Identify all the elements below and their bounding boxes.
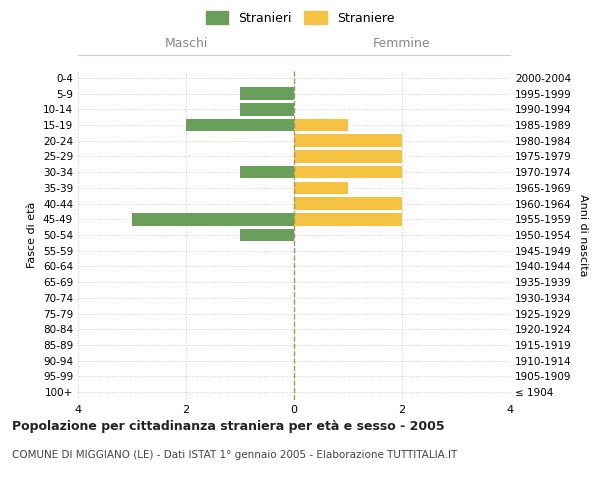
Bar — [294, 182, 348, 194]
Y-axis label: Anni di nascita: Anni di nascita — [578, 194, 588, 276]
Bar — [294, 213, 402, 226]
Bar — [132, 213, 294, 226]
Bar — [186, 118, 294, 132]
Bar — [294, 198, 402, 210]
Bar — [240, 103, 294, 116]
Text: Maschi: Maschi — [164, 37, 208, 50]
Bar — [294, 134, 402, 147]
Bar — [294, 118, 348, 132]
Legend: Stranieri, Straniere: Stranieri, Straniere — [201, 6, 399, 30]
Bar — [294, 166, 402, 178]
Bar — [240, 166, 294, 178]
Y-axis label: Fasce di età: Fasce di età — [28, 202, 37, 268]
Bar — [240, 228, 294, 241]
Text: Femmine: Femmine — [373, 37, 431, 50]
Text: Popolazione per cittadinanza straniera per età e sesso - 2005: Popolazione per cittadinanza straniera p… — [12, 420, 445, 433]
Text: COMUNE DI MIGGIANO (LE) - Dati ISTAT 1° gennaio 2005 - Elaborazione TUTTITALIA.I: COMUNE DI MIGGIANO (LE) - Dati ISTAT 1° … — [12, 450, 457, 460]
Bar — [294, 150, 402, 162]
Bar — [240, 88, 294, 100]
